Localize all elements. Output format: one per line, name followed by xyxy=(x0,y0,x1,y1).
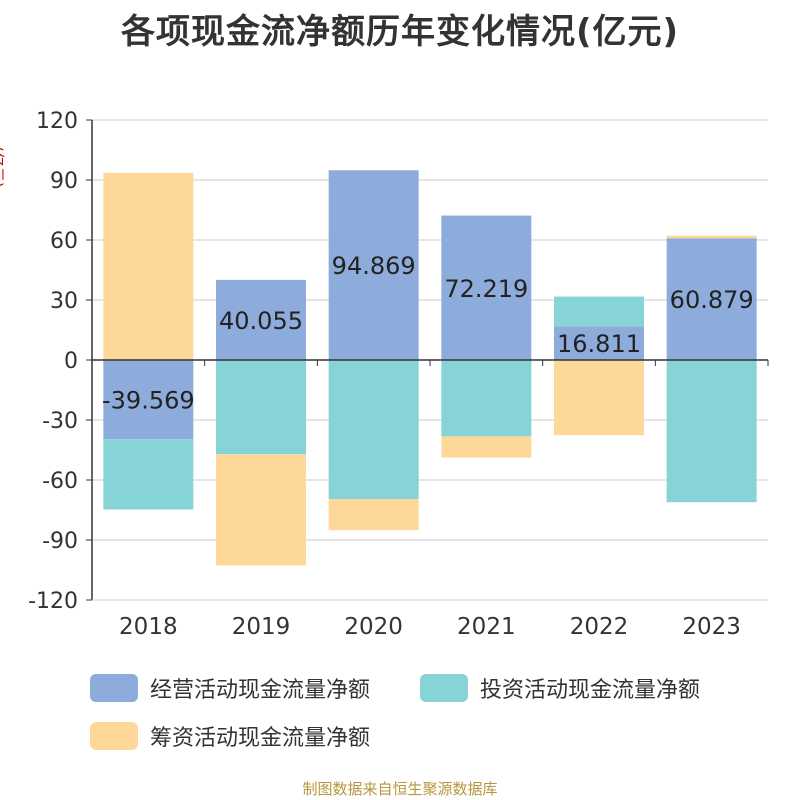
legend-item-investing[interactable]: 投资活动现金流量净额 xyxy=(420,672,700,704)
bar-2023-series-1 xyxy=(666,360,757,503)
bar-2020-series-0 xyxy=(328,170,419,360)
bar-2020-series-1 xyxy=(328,360,419,500)
legend-label-financing: 筹资活动现金流量净额 xyxy=(150,726,371,751)
bar-2018-series-1 xyxy=(103,439,194,510)
y-tick-label: 120 xyxy=(36,109,78,134)
bar-2018-series-2 xyxy=(103,172,194,360)
bar-2019-series-0 xyxy=(216,279,306,360)
bar-2021-series-1 xyxy=(441,360,532,437)
legend-label-investing: 投资活动现金流量净额 xyxy=(480,678,701,703)
bar-2020-series-2 xyxy=(328,499,419,531)
data-label-2022: 16.811 xyxy=(557,330,641,358)
bar-2022-series-0 xyxy=(554,326,644,360)
x-tick-label-2023: 2023 xyxy=(682,614,741,640)
legend-swatch-financing xyxy=(90,722,138,750)
x-tick-label-2020: 2020 xyxy=(344,614,403,640)
chart-title: 各项现金流净额历年变化情况(亿元) xyxy=(120,12,680,52)
axes: 120 90 60 30 0 -30 -60 -90 -120 2018 2019 2020 2021 2… xyxy=(28,109,769,640)
y-tick-label: -90 xyxy=(42,529,78,554)
y-axis-unit-label: (亿元) xyxy=(0,146,6,188)
y-tick-label: 30 xyxy=(50,289,78,314)
x-tick-label-2022: 2022 xyxy=(570,614,629,640)
x-tick-label-2021: 2021 xyxy=(457,614,516,640)
bar-2021-series-0 xyxy=(441,215,532,360)
y-tick-label: -120 xyxy=(28,589,78,614)
bar-2022-series-1 xyxy=(554,296,644,327)
data-label-2018: -39.569 xyxy=(102,387,195,415)
legend-item-financing[interactable]: 筹资活动现金流量净额 xyxy=(90,720,370,752)
legend-label-operating: 经营活动现金流量净额 xyxy=(150,678,371,703)
source-note: 制图数据来自恒生聚源数据库 xyxy=(302,780,498,798)
legend-swatch-investing xyxy=(420,674,468,702)
data-labels: -39.569 40.055 94.869 72.219 16.811 60.879 xyxy=(102,252,754,414)
y-tick-label: -30 xyxy=(42,409,78,434)
data-label-2019: 40.055 xyxy=(219,307,303,335)
bar-2023-series-0 xyxy=(666,238,757,360)
bar-2021-series-2 xyxy=(441,436,532,458)
bars xyxy=(103,170,757,566)
bar-2019-series-1 xyxy=(216,360,306,455)
data-label-2020: 94.869 xyxy=(332,252,416,280)
x-tick-label-2019: 2019 xyxy=(232,614,291,640)
y-tick-label: -60 xyxy=(42,469,78,494)
bar-2023-series-2 xyxy=(666,235,757,239)
legend-swatch-operating xyxy=(90,674,138,702)
bar-2022-series-2 xyxy=(554,360,644,436)
data-label-2023: 60.879 xyxy=(670,286,754,314)
bar-2018-series-0 xyxy=(103,360,194,440)
y-tick-label: 60 xyxy=(50,229,78,254)
legend-item-operating[interactable]: 经营活动现金流量净额 xyxy=(90,672,370,704)
x-tick-label-2018: 2018 xyxy=(119,614,178,640)
y-tick-label: 0 xyxy=(64,349,78,374)
bar-2019-series-2 xyxy=(216,454,306,566)
data-label-2021: 72.219 xyxy=(444,275,528,303)
y-tick-label: 90 xyxy=(50,169,78,194)
